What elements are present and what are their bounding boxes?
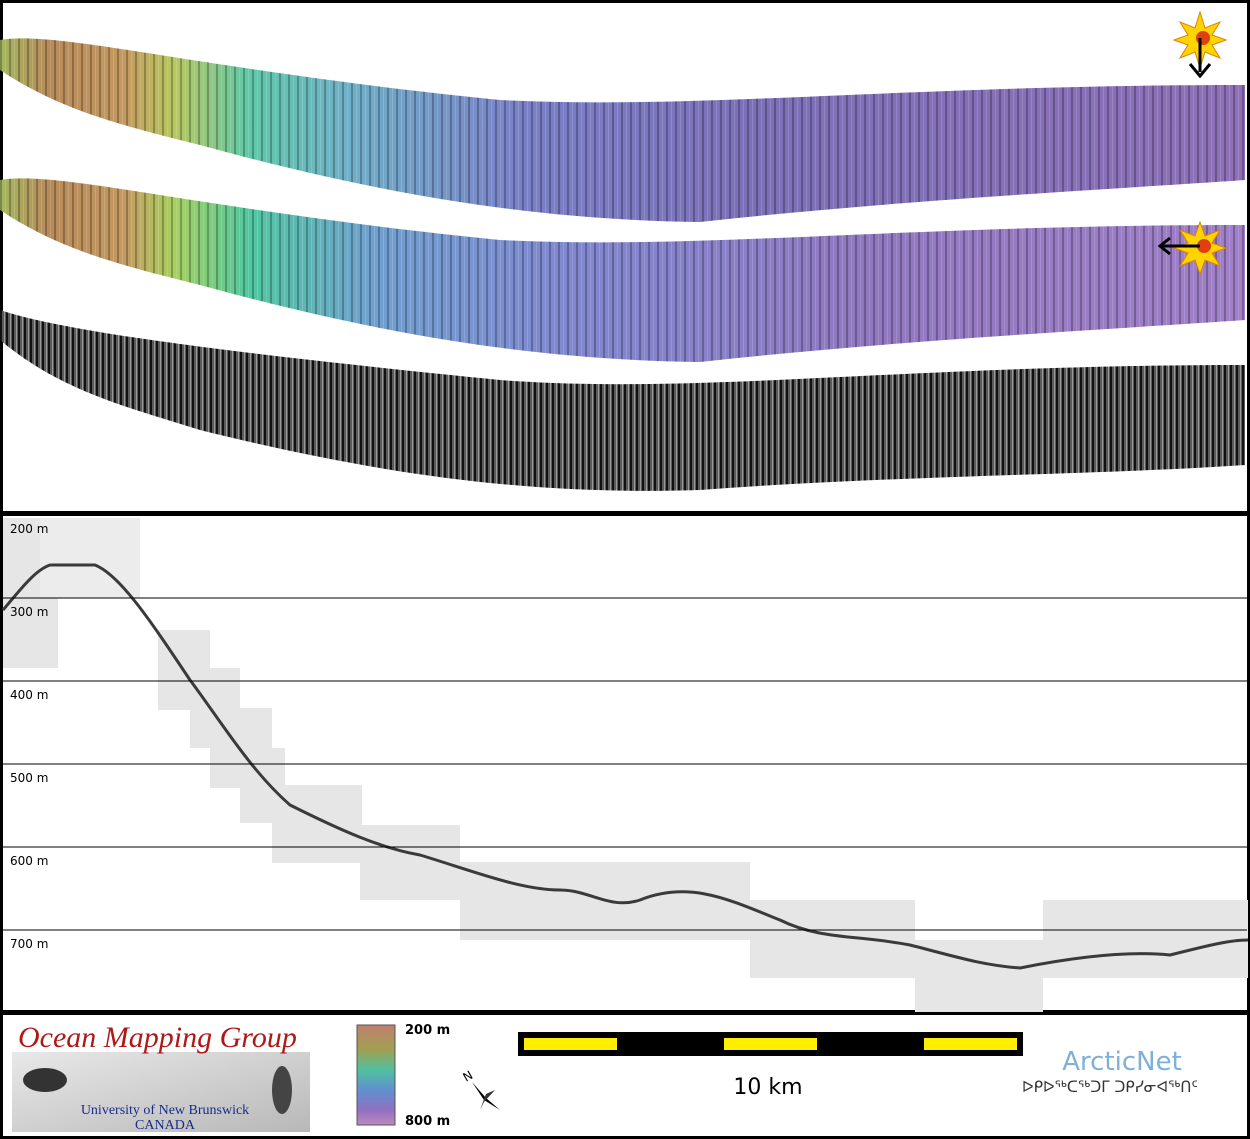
depth-label: 400 m (10, 688, 48, 702)
backscatter-colored-strip (0, 178, 1245, 362)
logo-country: CANADA (135, 1118, 196, 1133)
north-arrow (472, 1082, 500, 1110)
bathymetry-strip (0, 38, 1245, 223)
depth-label: 700 m (10, 937, 48, 951)
colorbar-bottom-label: 800 m (405, 1114, 450, 1129)
seafloor-profile (1, 563, 1249, 970)
profile-tiles (3, 518, 1248, 1012)
colorbar-top-label: 200 m (405, 1023, 450, 1038)
backscatter-gray-strip (0, 310, 1245, 491)
logo-image (23, 1068, 67, 1092)
depth-label: 500 m (10, 771, 48, 785)
depth-grid: 200 m 300 m 400 m 500 m 600 m 700 m (3, 522, 1247, 951)
logo-university: University of New Brunswick (81, 1103, 249, 1118)
partner-syllabics: ᐅᑭᐅᖅᑕᖅᑐᒥ ᑐᑭᓯᓂᐊᖅᑎᑦ (1022, 1078, 1198, 1096)
depth-label: 200 m (10, 522, 48, 536)
scale-label: 10 km (733, 1075, 802, 1100)
sun-illumination-icon (1157, 220, 1228, 276)
colorbar (356, 1024, 396, 1126)
logo-image (272, 1066, 292, 1114)
depth-label: 300 m (10, 605, 48, 619)
depth-label: 600 m (10, 854, 48, 868)
logo-image (12, 1052, 310, 1132)
logo-title: Ocean Mapping Group (18, 1021, 297, 1054)
partner-name: ArcticNet (1062, 1047, 1182, 1077)
scale-bar (518, 1032, 1023, 1056)
sun-illumination-icon (1172, 10, 1228, 79)
